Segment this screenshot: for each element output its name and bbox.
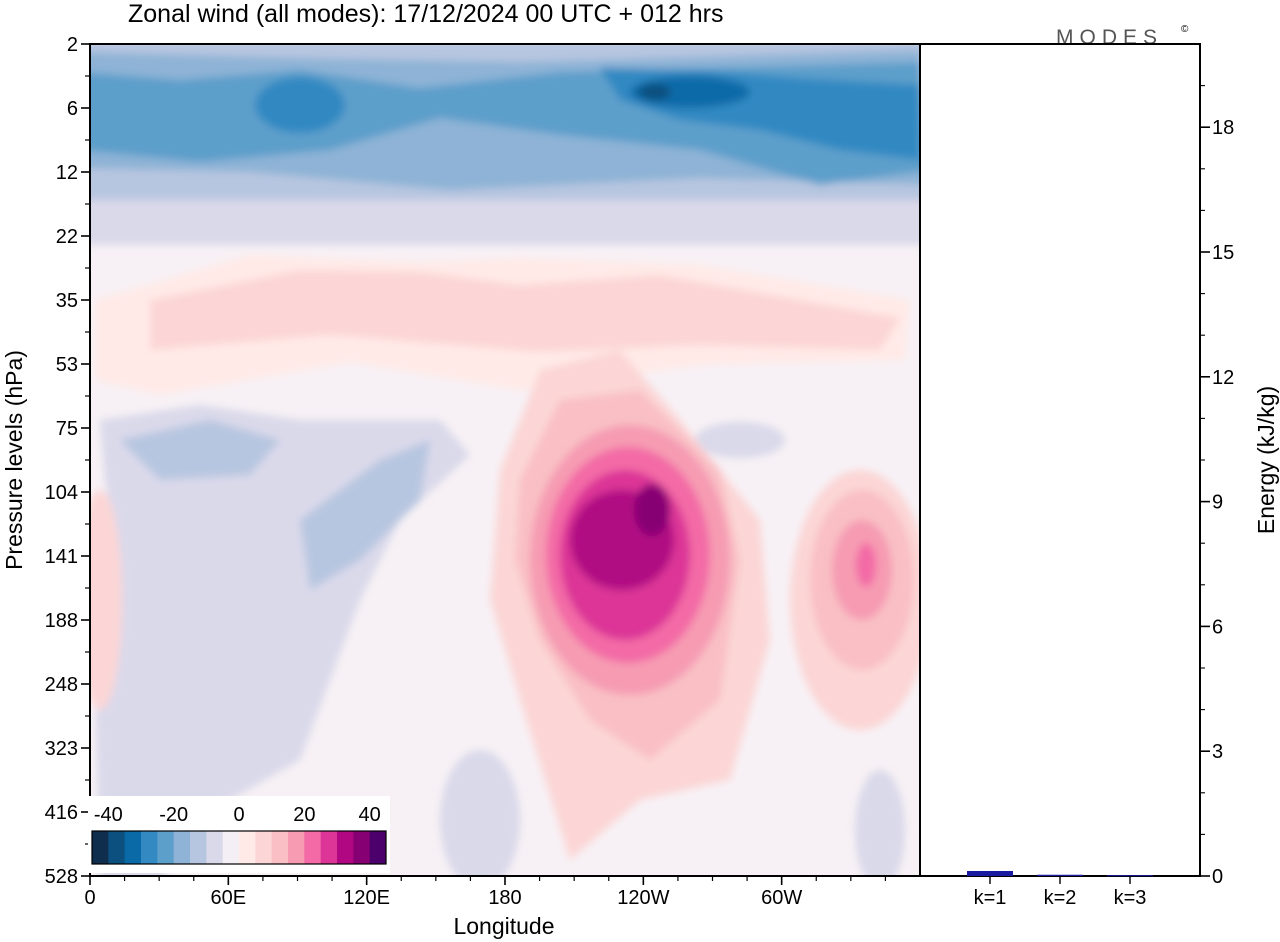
colorbar-label: 40 [359,804,381,826]
strat-core-west [255,77,345,133]
energy-bar-panel: 0 3 6 9 12 15 18 k=1 k=2 k=3 [919,43,1234,909]
energy-bar [1037,874,1083,876]
jet2-max [856,543,876,587]
pressure-tick-label: 188 [45,610,78,632]
west-edge-strip [90,490,122,710]
colorbar-swatch [173,831,191,864]
energy-bar [1107,875,1153,877]
colorbar-swatch [271,831,289,864]
upper-westerly-core [150,270,900,352]
energy-tick-label: 3 [1212,741,1223,763]
energy-category-label: k=1 [974,887,1007,909]
energy-bar [967,871,1013,876]
pressure-tick-label: 35 [56,290,78,312]
colorbar: -40 -20 0 20 40 [88,796,390,873]
energy-category-label: k=2 [1044,887,1077,909]
colorbar-swatch [369,831,387,864]
easterly-patch-2 [300,440,430,590]
strat-core-deep [630,76,750,108]
pressure-tick-label: 2 [67,34,78,56]
pressure-tick-label: 53 [56,354,78,376]
easterly-patch-5 [855,770,905,876]
energy-tick-label: 12 [1212,367,1234,389]
energy-categories: k=1 k=2 k=3 [974,876,1147,909]
pressure-tick-label: 104 [45,482,78,504]
pressure-tick-label: 248 [45,674,78,696]
pressure-axis: 2 6 12 22 35 53 75 104 141 188 248 323 416 528 [45,34,90,888]
pressure-tick-label: 22 [56,226,78,248]
energy-tick-label: 9 [1212,492,1223,514]
longitude-tick-label: 180 [488,887,521,909]
easterly-patch-3 [440,750,520,876]
energy-bars [967,871,1153,877]
jet-max [634,484,670,536]
easterly-patch-4 [695,422,785,458]
energy-tick-label: 15 [1212,242,1234,264]
longitude-tick-label: 120W [617,887,669,909]
logo-copyright-mark: © [1181,24,1189,35]
colorbar-swatch [288,831,305,864]
easterly-patch-1 [120,420,280,480]
x-axis-label: Longitude [453,913,554,939]
colorbar-label: -20 [159,804,188,826]
pressure-tick-label: 12 [56,162,78,184]
pressure-tick-label: 416 [45,802,78,824]
colorbar-swatch [190,831,207,864]
colorbar-swatch [206,831,224,864]
chart-title: Zonal wind (all modes): 17/12/2024 00 UT… [128,0,723,28]
colorbar-swatch [124,831,142,864]
colorbar-swatch [337,831,354,864]
colorbar-swatch [108,831,126,864]
colorbar-swatch [92,831,109,864]
colorbar-frame [91,830,387,865]
zonal-wind-heatmap [90,44,920,876]
colorbar-swatch [320,831,338,864]
colorbar-swatch [304,831,322,864]
energy-frame [919,43,1201,877]
pressure-tick-label: 528 [45,866,78,888]
longitude-tick-label: 60W [761,887,802,909]
longitude-tick-label: 60E [211,887,247,909]
energy-category-label: k=3 [1114,887,1147,909]
colorbar-label: -40 [94,804,123,826]
energy-axis: 0 3 6 9 12 15 18 [1200,85,1234,888]
energy-tick-label: 18 [1212,117,1234,139]
energy-tick-label: 0 [1212,866,1223,888]
pressure-tick-label: 6 [67,98,78,120]
colorbar-swatch [255,831,273,864]
longitude-tick-label: 0 [84,887,95,909]
colorbar-swatch [353,831,371,864]
colorbar-swatch [157,831,175,864]
colorbar-swatch [141,831,158,864]
strat-core-min [639,84,671,100]
pressure-tick-label: 141 [45,546,78,568]
energy-tick-label: 6 [1212,616,1223,638]
longitude-axis: 0 60E 120E 180 120W 60W [84,876,887,909]
colorbar-label: 0 [233,804,244,826]
pressure-tick-label: 75 [56,418,78,440]
colorbar-swatch [239,831,256,864]
longitude-tick-label: 120E [343,887,390,909]
energy-axis-label: Energy (kJ/kg) [1253,386,1279,534]
y-axis-label: Pressure levels (hPa) [1,350,27,570]
colorbar-swatch [222,831,240,864]
pressure-tick-label: 323 [45,738,78,760]
colorbar-label: 20 [293,804,315,826]
